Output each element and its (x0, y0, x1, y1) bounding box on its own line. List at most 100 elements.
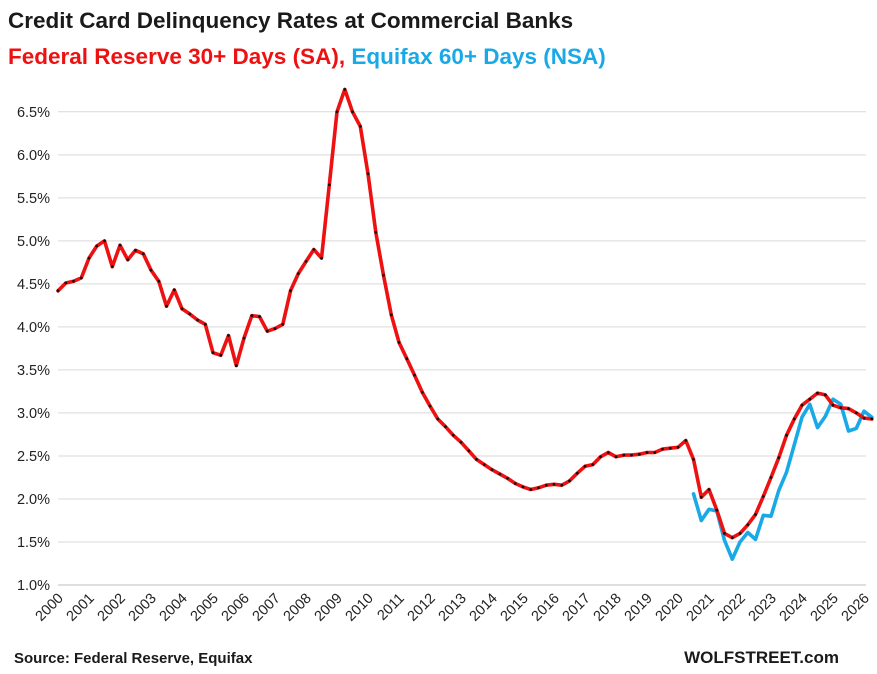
data-point-federal-reserve (754, 513, 757, 516)
data-point-federal-reserve (134, 248, 137, 252)
data-point-federal-reserve (839, 406, 843, 410)
data-point-federal-reserve (366, 172, 370, 176)
data-point-federal-reserve (296, 272, 300, 275)
x-tick-label: 2016 (529, 591, 563, 625)
y-tick-label: 4.0% (17, 320, 50, 336)
data-point-federal-reserve (746, 523, 750, 527)
data-point-federal-reserve (769, 476, 773, 479)
data-point-federal-reserve (614, 455, 618, 459)
data-point-federal-reserve (358, 125, 362, 128)
data-point-federal-reserve (645, 451, 649, 454)
data-point-federal-reserve (103, 239, 106, 243)
data-point-federal-reserve (180, 307, 184, 311)
data-point-federal-reserve (599, 455, 602, 459)
data-point-federal-reserve (761, 495, 765, 498)
y-tick-label: 3.0% (17, 406, 50, 422)
y-tick-label: 1.5% (17, 535, 50, 551)
data-point-federal-reserve (854, 411, 858, 415)
x-tick-label: 2006 (219, 591, 253, 625)
data-point-federal-reserve (405, 357, 409, 361)
y-tick-label: 2.0% (17, 492, 50, 508)
x-tick-label: 2012 (405, 591, 439, 625)
data-point-federal-reserve (149, 268, 153, 272)
data-point-federal-reserve (506, 476, 509, 480)
data-point-federal-reserve (715, 508, 719, 512)
data-point-federal-reserve (684, 439, 688, 442)
x-tick-label: 2004 (157, 591, 191, 625)
data-point-federal-reserve (157, 279, 161, 283)
x-tick-label: 2021 (684, 591, 718, 625)
y-tick-label: 5.0% (17, 234, 50, 250)
x-tick-labels: 2000200120022003200420052006200720082009… (33, 591, 873, 625)
data-point-federal-reserve (343, 88, 347, 91)
y-tick-label: 6.0% (17, 148, 50, 164)
data-point-federal-reserve (219, 353, 223, 357)
data-point-federal-reserve (870, 417, 874, 421)
x-tick-label: 2017 (560, 591, 594, 625)
data-point-federal-reserve (172, 288, 176, 292)
data-point-federal-reserve (87, 256, 91, 260)
x-tick-label: 2015 (498, 591, 532, 625)
series-line-equifax (691, 397, 874, 561)
data-point-federal-reserve (234, 364, 238, 367)
data-point-federal-reserve (110, 265, 114, 269)
y-tick-label: 3.5% (17, 363, 50, 379)
data-point-federal-reserve (312, 248, 316, 251)
x-tick-label: 2024 (777, 591, 811, 625)
data-point-federal-reserve (188, 312, 192, 316)
data-point-federal-reserve (537, 486, 540, 490)
data-point-federal-reserve (475, 458, 478, 461)
y-tick-label: 6.5% (17, 105, 50, 121)
data-point-federal-reserve (591, 463, 595, 466)
data-point-federal-reserve (575, 471, 579, 475)
source-note: Source: Federal Reserve, Equifax (14, 650, 253, 667)
series-line-federal-reserve (56, 87, 874, 540)
data-point-federal-reserve (800, 403, 804, 407)
data-point-federal-reserve (250, 314, 254, 318)
data-point-federal-reserve (227, 334, 230, 337)
x-tick-label: 2022 (715, 591, 749, 625)
data-point-federal-reserve (699, 495, 703, 499)
data-point-federal-reserve (831, 403, 835, 407)
data-point-federal-reserve (428, 404, 432, 408)
x-tick-label: 2014 (467, 591, 501, 625)
data-point-federal-reserve (196, 318, 199, 322)
data-point-federal-reserve (707, 488, 711, 491)
data-point-federal-reserve (583, 464, 587, 468)
data-point-federal-reserve (451, 433, 455, 437)
data-point-federal-reserve (676, 445, 680, 449)
y-tick-label: 5.5% (17, 191, 50, 207)
chart-subtitle: Federal Reserve 30+ Days (SA), Equifax 6… (8, 44, 606, 70)
data-point-federal-reserve (281, 322, 285, 326)
data-point-federal-reserve (730, 536, 734, 540)
data-point-federal-reserve (862, 416, 866, 420)
data-point-federal-reserve (203, 322, 207, 326)
data-point-federal-reserve (444, 425, 447, 429)
data-point-federal-reserve (622, 453, 626, 457)
data-point-federal-reserve (389, 313, 393, 317)
x-tick-label: 2023 (746, 591, 780, 625)
data-point-federal-reserve (79, 276, 83, 280)
data-point-federal-reserve (560, 483, 564, 487)
data-point-federal-reserve (64, 281, 68, 285)
y-tick-label: 1.0% (17, 578, 50, 594)
data-point-federal-reserve (529, 488, 533, 491)
data-point-federal-reserve (513, 482, 517, 485)
data-point-federal-reserve (459, 440, 463, 444)
data-point-federal-reserve (304, 260, 308, 263)
y-tick-label: 2.5% (17, 449, 50, 465)
data-point-federal-reserve (606, 451, 610, 454)
data-point-federal-reserve (420, 390, 424, 394)
data-point-federal-reserve (273, 327, 277, 330)
data-point-federal-reserve (498, 472, 502, 476)
x-tick-label: 2013 (436, 591, 470, 625)
data-point-federal-reserve (823, 393, 827, 397)
data-point-federal-reserve (165, 304, 168, 308)
data-point-federal-reserve (738, 532, 742, 535)
data-point-federal-reserve (374, 230, 378, 234)
subtitle-fed-series: Federal Reserve 30+ Days (SA) (8, 44, 339, 69)
data-point-federal-reserve (242, 336, 246, 340)
x-tick-label: 2007 (250, 591, 284, 625)
chart-title: Credit Card Delinquency Rates at Commerc… (8, 8, 574, 33)
x-tick-label: 2001 (64, 591, 98, 625)
